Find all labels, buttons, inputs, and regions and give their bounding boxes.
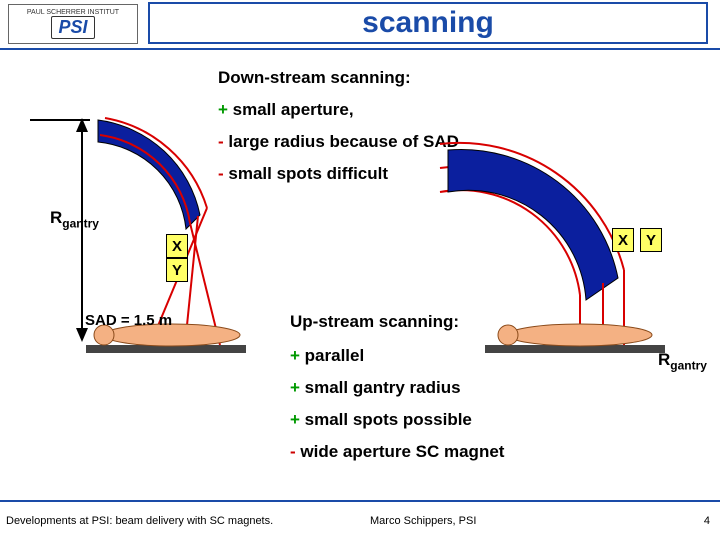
footer: Developments at PSI: beam delivery with … bbox=[0, 500, 720, 540]
title-box: scanning bbox=[148, 2, 708, 44]
upstream-line4: - wide aperture SC magnet bbox=[290, 442, 504, 462]
rgantry-label-left: Rgantry bbox=[50, 208, 99, 230]
x-scanner-left: X bbox=[166, 234, 188, 258]
content-area: Down-stream scanning: + small aperture, … bbox=[0, 50, 720, 500]
upstream-line3: + small spots possible bbox=[290, 410, 472, 430]
page-title: scanning bbox=[362, 6, 494, 40]
rgantry-label-right: Rgantry bbox=[658, 350, 707, 372]
plus-icon: + bbox=[290, 378, 300, 397]
y-scanner-right: Y bbox=[640, 228, 662, 252]
plus-icon: + bbox=[290, 346, 300, 365]
plus-icon: + bbox=[290, 410, 300, 429]
psi-logo: PAUL SCHERRER INSTITUT PSI bbox=[8, 4, 138, 44]
upstream-line2: + small gantry radius bbox=[290, 378, 461, 398]
logo-main-text: PSI bbox=[51, 16, 94, 39]
header: PAUL SCHERRER INSTITUT PSI scanning bbox=[0, 0, 720, 50]
footer-page-number: 4 bbox=[704, 515, 710, 527]
y-scanner-left: Y bbox=[166, 258, 188, 282]
sad-label: SAD = 1.5 m bbox=[85, 312, 172, 329]
footer-left: Developments at PSI: beam delivery with … bbox=[6, 515, 273, 527]
logo-top-text: PAUL SCHERRER INSTITUT bbox=[27, 9, 119, 16]
x-scanner-right: X bbox=[612, 228, 634, 252]
footer-center: Marco Schippers, PSI bbox=[370, 515, 476, 527]
upstream-line1: + parallel bbox=[290, 346, 364, 366]
upstream-heading: Up-stream scanning: bbox=[290, 312, 459, 332]
